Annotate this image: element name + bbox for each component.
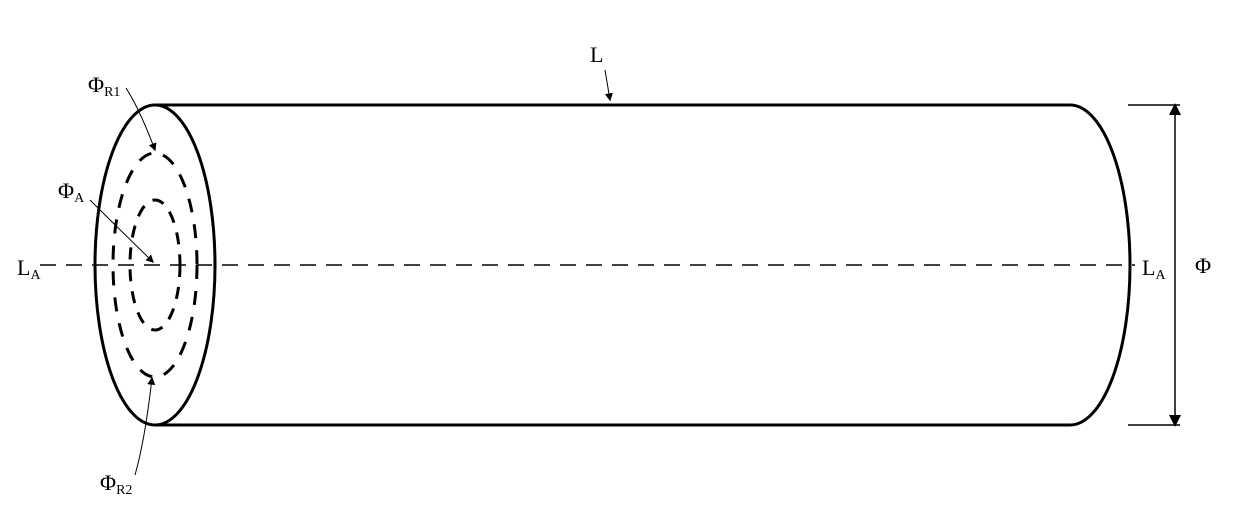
cylinder-diagram: L Φ LA LA ΦR1 ΦA ΦR2: [0, 0, 1240, 509]
label-PhiR1: ΦR1: [88, 72, 120, 100]
label-PhiA: ΦA: [58, 178, 85, 206]
leader-lines: [90, 70, 610, 475]
label-PhiR2: ΦR2: [100, 470, 132, 498]
label-L: L: [590, 42, 603, 67]
label-LA_left: LA: [17, 255, 41, 283]
leader-L: [605, 70, 610, 100]
label-LA_right: LA: [1142, 255, 1166, 283]
leader-PhiR2: [135, 378, 152, 475]
label-Phi: Φ: [1195, 253, 1211, 278]
